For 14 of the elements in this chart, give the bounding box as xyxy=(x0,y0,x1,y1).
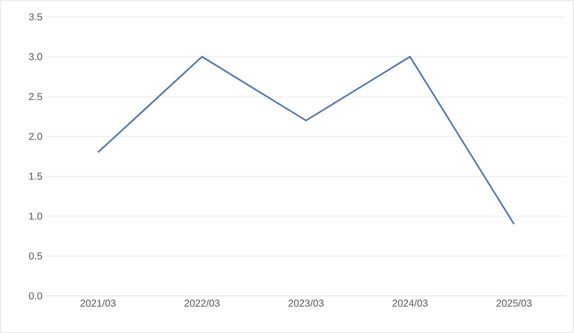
x-tick-label: 2021/03 xyxy=(80,299,116,307)
y-tick-label: 2.5 xyxy=(29,93,42,100)
y-tick-label: 0.0 xyxy=(29,292,42,300)
x-tick-label: 2022/03 xyxy=(184,299,220,307)
y-tick-label: 1.0 xyxy=(29,212,42,220)
y-tick-label: 3.5 xyxy=(29,13,42,20)
x-tick-label: 2025/03 xyxy=(496,299,532,307)
x-tick-label: 2024/03 xyxy=(392,299,428,307)
line-series xyxy=(97,56,515,225)
y-tick-label: 0.5 xyxy=(29,252,42,260)
y-tick-label: 3.0 xyxy=(29,53,42,60)
y-tick-label: 1.5 xyxy=(29,172,42,180)
y-tick-label: 2.0 xyxy=(29,132,42,140)
x-tick-label: 2023/03 xyxy=(288,299,324,307)
